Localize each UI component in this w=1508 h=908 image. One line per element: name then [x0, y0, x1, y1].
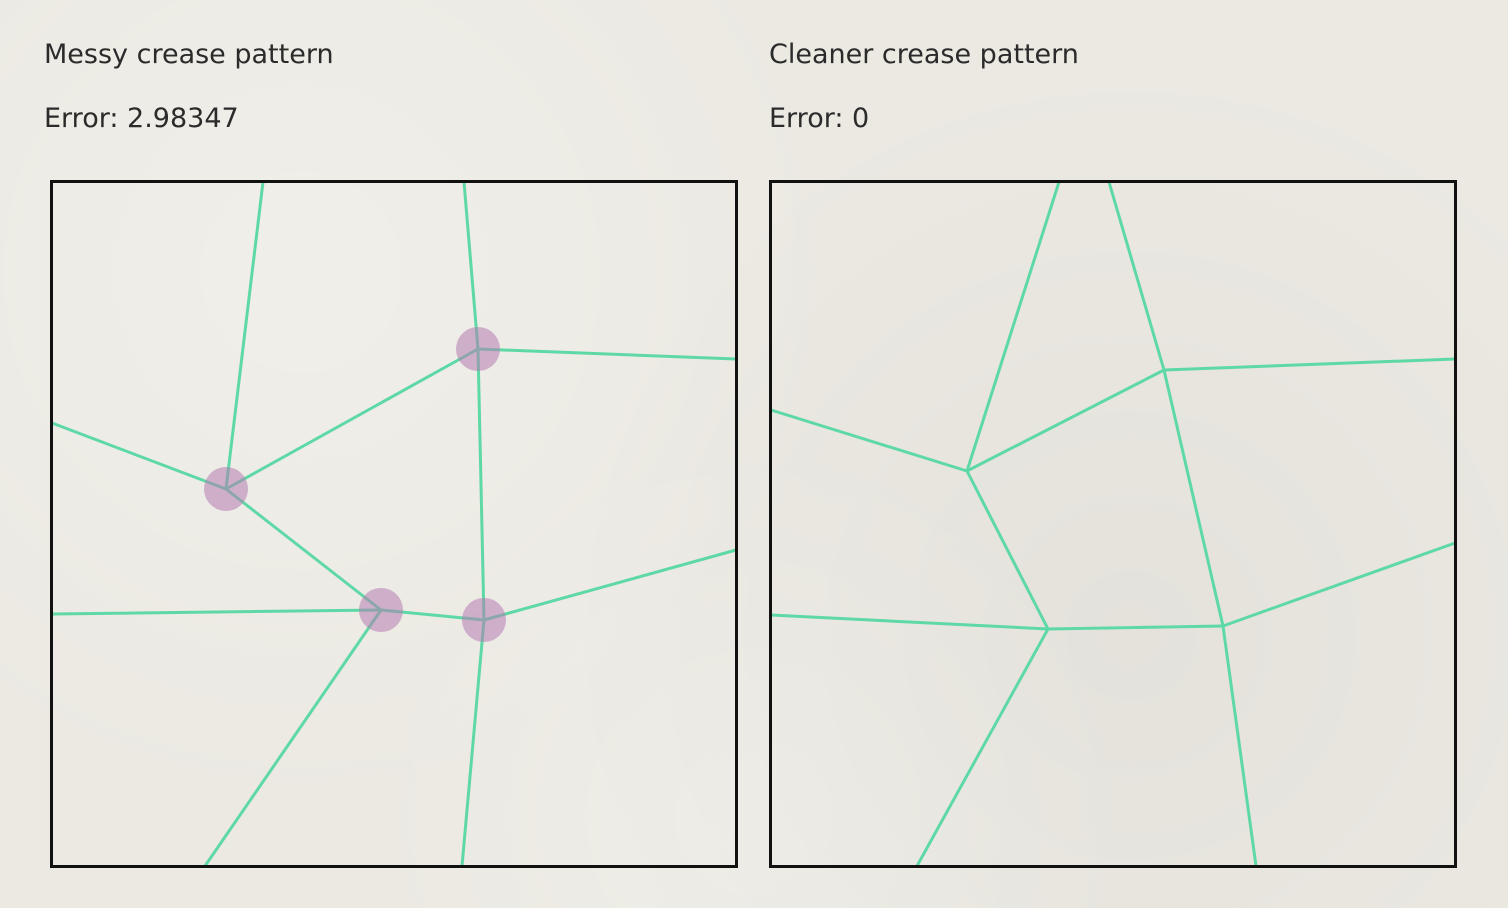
crease-line [1162, 368, 1225, 628]
clean-pattern-error: Error: 0 [769, 103, 870, 134]
clean-crease-svg [769, 180, 1457, 868]
messy-pattern-panel: Messy crease pattern Error: 2.98347 [44, 0, 744, 908]
clean-creases [769, 180, 1457, 868]
crease-line [1046, 624, 1225, 631]
crease-line [460, 618, 486, 868]
crease-line [224, 347, 480, 491]
crease-line [224, 180, 265, 491]
crease-line [1162, 357, 1457, 372]
error-markers [204, 327, 506, 642]
messy-pattern-title: Messy crease pattern [44, 39, 334, 70]
messy-crease-canvas [50, 180, 738, 868]
messy-creases [50, 180, 738, 868]
clean-pattern-panel: Cleaner crease pattern Error: 0 [769, 0, 1469, 908]
crease-line [462, 180, 480, 351]
crease-line [769, 408, 969, 473]
crease-line [965, 469, 1050, 631]
clean-crease-canvas [769, 180, 1457, 868]
crease-line [1221, 541, 1457, 628]
crease-line [203, 608, 383, 868]
messy-crease-svg [50, 180, 738, 868]
crease-line [915, 627, 1050, 868]
crease-line [482, 548, 738, 622]
crease-line [1221, 624, 1258, 868]
messy-pattern-error: Error: 2.98347 [44, 103, 239, 134]
crease-line [50, 608, 383, 616]
crease-line [476, 347, 486, 622]
crease-line [769, 613, 1050, 631]
crease-line [965, 368, 1166, 473]
error-marker [456, 327, 500, 371]
crease-line [50, 421, 228, 491]
crease-line [476, 347, 738, 361]
crease-line [1107, 180, 1166, 372]
clean-pattern-title: Cleaner crease pattern [769, 39, 1079, 70]
error-marker [359, 588, 403, 632]
paper-border [769, 180, 1457, 868]
crease-line [965, 180, 1061, 473]
error-marker [462, 598, 506, 642]
error-marker [204, 467, 248, 511]
crease-line [224, 487, 383, 612]
paper-border [50, 180, 738, 868]
